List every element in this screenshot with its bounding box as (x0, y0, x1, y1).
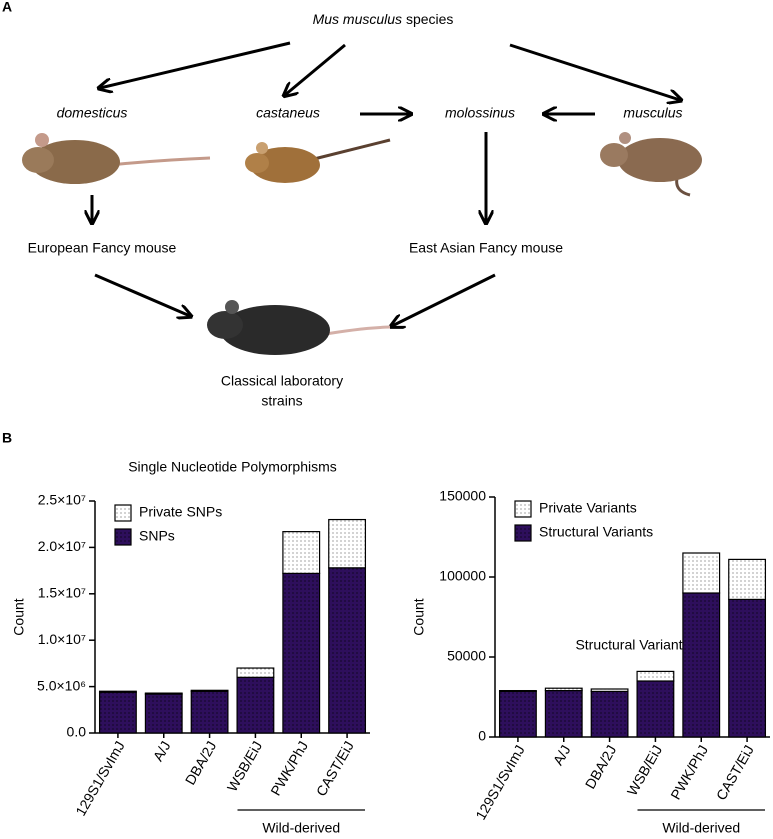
y-tick-label: 50000 (447, 648, 486, 664)
bar-segment (144, 693, 183, 734)
arrow (285, 43, 346, 95)
group-label: Wild-derived (262, 820, 340, 836)
mouse-image (22, 133, 211, 184)
bar-segment (328, 567, 367, 734)
bar-segment (98, 690, 137, 693)
legend-label: SNPs (139, 528, 175, 544)
subspecies-label: domesticus (57, 105, 128, 121)
arrow (392, 273, 496, 326)
arrow (94, 273, 190, 316)
bar-segment (728, 558, 767, 601)
mouse-image (245, 138, 391, 183)
panel-label: A (2, 0, 12, 15)
bar-segment (590, 690, 629, 738)
bar-segment (282, 572, 321, 734)
bar-segment (98, 691, 137, 734)
mouse-image (207, 300, 391, 355)
bar-segment (236, 676, 275, 734)
panel-label: B (2, 430, 12, 446)
lab-label: strains (261, 393, 302, 409)
chart-title: Structural Variants (575, 637, 689, 653)
mouse-image (600, 132, 702, 197)
fancy-label: East Asian Fancy mouse (409, 240, 563, 256)
legend-label: Private SNPs (139, 504, 222, 520)
y-tick-label: 0.0 (67, 724, 87, 740)
bar-segment (236, 667, 275, 678)
bar-segment (144, 692, 183, 695)
y-tick-label: 2.0×10⁷ (38, 538, 86, 554)
legend-swatch (114, 528, 132, 546)
x-tick-label: PWK/PhJ (267, 738, 311, 798)
y-tick-label: 5.0×10⁶ (37, 677, 86, 693)
species-name: Mus musculus (313, 11, 402, 27)
y-tick-label: 150000 (439, 488, 486, 504)
x-tick-label: WSB/EiJ (224, 738, 265, 794)
y-tick-label: 2.5×10⁷ (38, 492, 86, 508)
x-tick-label: A/J (150, 738, 174, 764)
legend-label: Structural Variants (539, 524, 653, 540)
bar-segment (728, 598, 767, 738)
x-tick-label: DBA/2J (582, 742, 620, 791)
y-axis-label: Count (11, 598, 27, 635)
bar-segment (190, 690, 229, 734)
bar-segment (190, 689, 229, 692)
y-axis-label: Count (411, 598, 427, 635)
fancy-label: European Fancy mouse (28, 240, 177, 256)
bar-segment (282, 531, 321, 574)
x-tick-label: 129S1/SvImJ (72, 738, 127, 818)
x-tick-label: PWK/PhJ (667, 742, 711, 802)
bar-segment (328, 518, 367, 569)
x-tick-label: CAST/EiJ (313, 738, 357, 799)
x-tick-label: WSB/EiJ (624, 742, 665, 798)
bar-segment (636, 670, 675, 682)
lab-label: Classical laboratory (221, 373, 343, 389)
x-tick-label: CAST/EiJ (713, 742, 757, 803)
arrow (509, 43, 680, 100)
bar-segment (682, 592, 721, 738)
subspecies-label: castaneus (256, 105, 320, 121)
bar-segment (498, 689, 537, 692)
x-tick-label: 129S1/SvImJ (472, 742, 527, 822)
legend-swatch (514, 524, 532, 542)
bar-segment (682, 552, 721, 594)
legend-swatch (114, 504, 132, 522)
y-tick-label: 0 (478, 728, 486, 744)
bar-segment (544, 689, 583, 738)
legend-label: Private Variants (539, 500, 637, 516)
bar-segment (590, 688, 629, 692)
arrow (100, 41, 291, 88)
chart-title: Single Nucleotide Polymorphisms (128, 459, 337, 475)
y-tick-label: 100000 (439, 568, 486, 584)
subspecies-label: musculus (623, 105, 682, 121)
species-suffix: species (406, 11, 453, 27)
bar-segment (544, 687, 583, 692)
subspecies-label: molossinus (445, 105, 515, 121)
y-tick-label: 1.0×10⁷ (38, 631, 86, 647)
x-tick-label: A/J (550, 742, 574, 768)
root-label: Mus musculus species (313, 11, 454, 27)
x-tick-label: DBA/2J (182, 738, 220, 787)
legend-swatch (514, 500, 532, 518)
bar-segment (498, 690, 537, 738)
y-tick-label: 1.5×10⁷ (38, 585, 86, 601)
group-label: Wild-derived (662, 820, 740, 836)
bar-segment (636, 680, 675, 738)
